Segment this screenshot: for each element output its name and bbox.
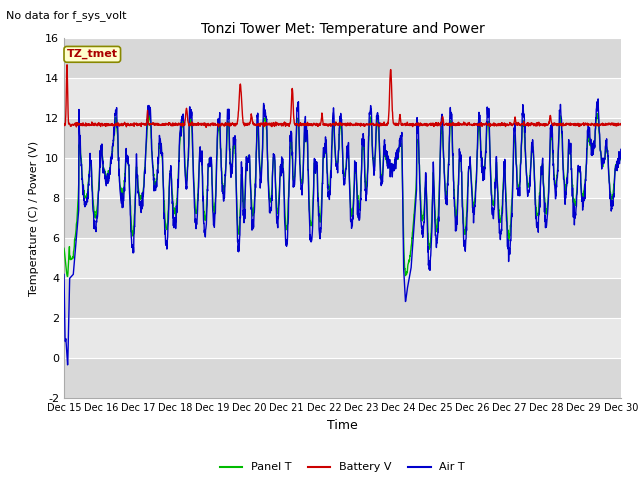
Title: Tonzi Tower Met: Temperature and Power: Tonzi Tower Met: Temperature and Power [200,22,484,36]
Legend: Panel T, Battery V, Air T: Panel T, Battery V, Air T [215,458,470,477]
Bar [64,198,621,239]
Bar [64,318,621,359]
Bar [64,278,621,318]
Bar [64,38,621,78]
Bar [64,239,621,278]
Y-axis label: Temperature (C) / Power (V): Temperature (C) / Power (V) [29,141,40,296]
Bar [64,158,621,198]
X-axis label: Time: Time [327,419,358,432]
Bar [64,78,621,119]
Bar [64,359,621,398]
Text: No data for f_sys_volt: No data for f_sys_volt [6,10,127,21]
Text: TZ_tmet: TZ_tmet [67,49,118,60]
Bar [64,119,621,158]
